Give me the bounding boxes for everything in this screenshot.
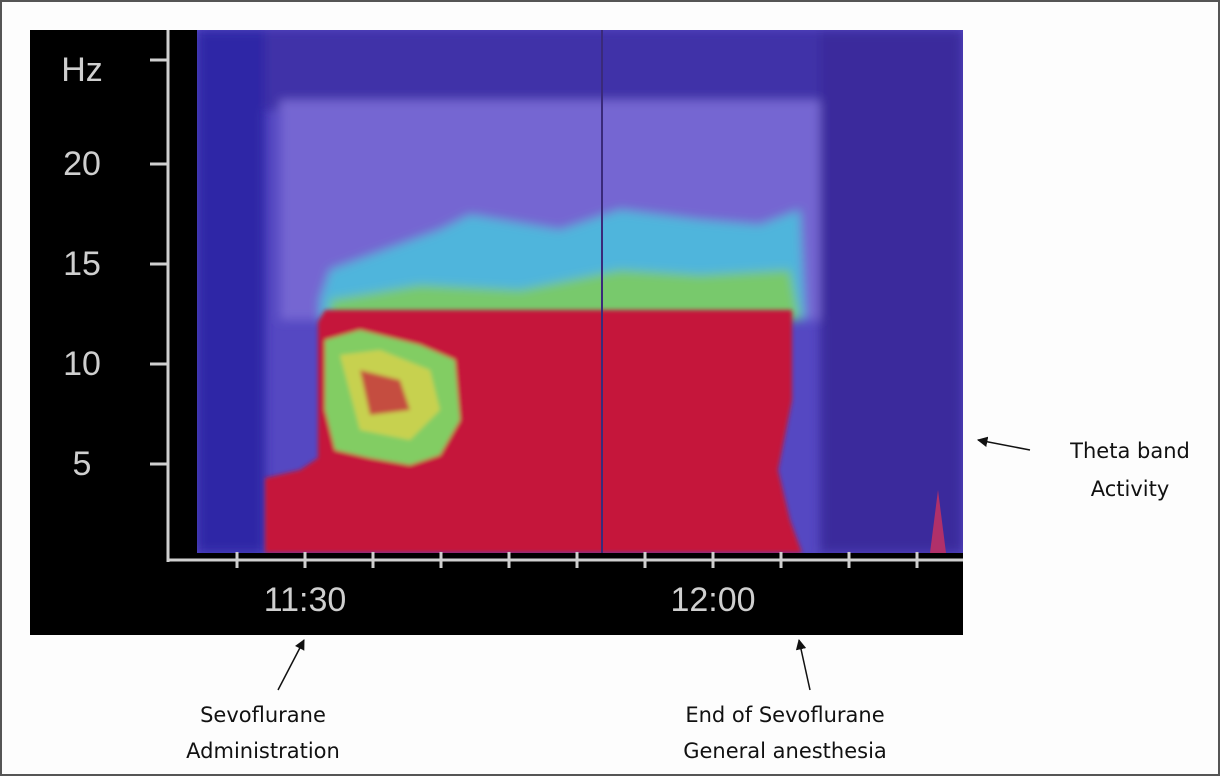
annotation: Theta band [1069, 439, 1190, 463]
annotation: End of Sevoflurane [685, 703, 884, 727]
annotation: Activity [1091, 477, 1170, 501]
annotation: Administration [186, 739, 340, 763]
y-tick-label: 15 [63, 245, 101, 283]
annotations: Theta band Activity Sevoflurane Administ… [186, 436, 1190, 763]
annotation: Sevoflurane [200, 703, 326, 727]
annotation: General anesthesia [683, 739, 887, 763]
arrow [795, 638, 811, 691]
spectrogram [197, 30, 963, 553]
y-axis-label: Hz [61, 51, 103, 89]
y-tick-label: 20 [63, 145, 101, 183]
arrow [277, 639, 305, 691]
x-tick-label: 12:00 [670, 581, 755, 619]
y-tick-label: 10 [63, 345, 101, 383]
arrow [976, 436, 1031, 451]
y-tick-label: 5 [73, 445, 92, 483]
x-tick-label: 11:30 [264, 581, 347, 619]
